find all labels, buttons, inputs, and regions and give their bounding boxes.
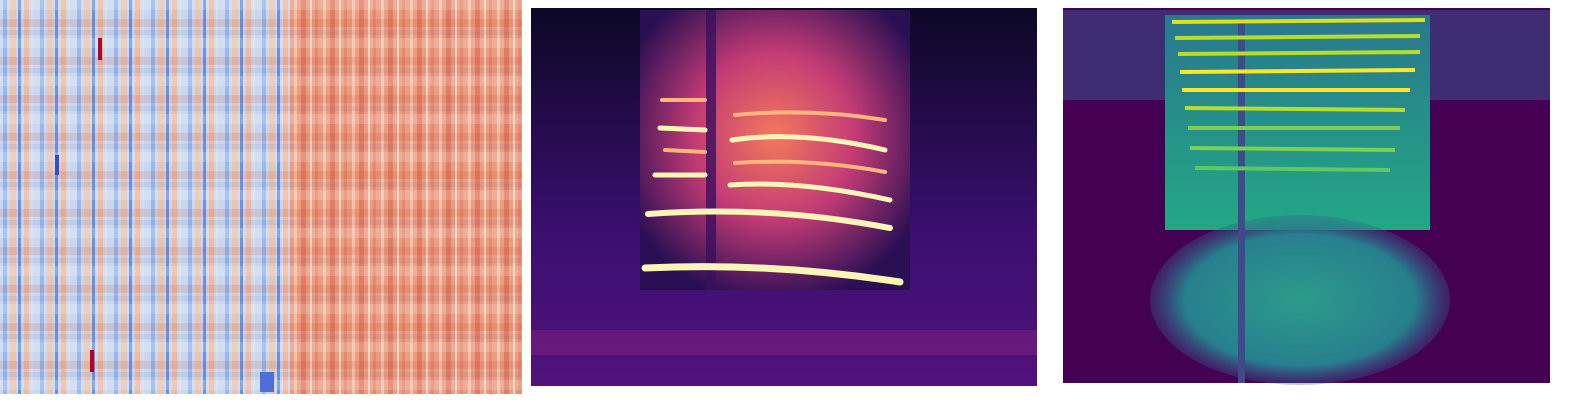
viridis-harmonics bbox=[1171, 18, 1426, 172]
cold-cell bbox=[55, 155, 59, 175]
magma-low-band bbox=[531, 330, 1037, 355]
viridis-voiced-region bbox=[1165, 15, 1430, 230]
row-bands bbox=[0, 0, 522, 394]
cold-cell bbox=[260, 372, 274, 392]
magma-panel bbox=[531, 8, 1037, 386]
hot-cell bbox=[98, 38, 102, 60]
viridis-gap bbox=[1238, 20, 1245, 383]
coolwarm-panel bbox=[0, 0, 522, 394]
hot-cell bbox=[90, 350, 94, 372]
magma-harmonics bbox=[641, 98, 904, 286]
magma-gap bbox=[706, 10, 716, 290]
viridis-low-blob bbox=[1150, 215, 1450, 385]
viridis-panel bbox=[1063, 8, 1550, 385]
